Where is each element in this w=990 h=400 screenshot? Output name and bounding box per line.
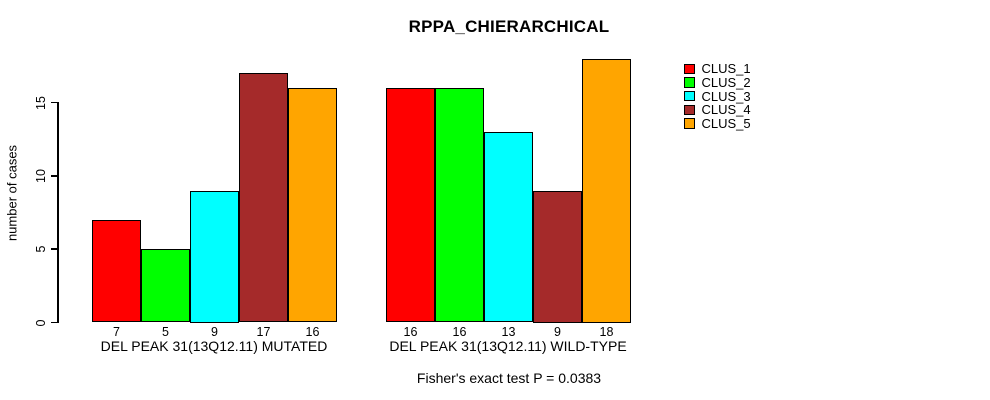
y-axis-tick xyxy=(51,321,58,324)
bar-value-label-clus_2-group2: 16 xyxy=(452,325,467,339)
bar-value-label-clus_3-group1: 9 xyxy=(211,325,218,339)
legend-item-clus_5: CLUS_5 xyxy=(684,117,751,131)
y-axis-line xyxy=(57,102,59,323)
bar-value-label-clus_1-group2: 16 xyxy=(403,325,418,339)
y-axis-tick-label: 0 xyxy=(34,319,48,326)
bar-value-label-clus_4-group1: 17 xyxy=(256,325,271,339)
legend-swatch-clus_2 xyxy=(684,77,695,88)
y-axis-tick xyxy=(51,248,58,250)
legend-item-label: CLUS_5 xyxy=(701,116,751,132)
legend-item-label: CLUS_3 xyxy=(701,88,751,104)
legend-item-clus_4: CLUS_4 xyxy=(684,103,751,117)
chart-title: RPPA_CHIERARCHICAL xyxy=(408,17,610,36)
legend-item-clus_1: CLUS_1 xyxy=(684,62,751,76)
legend-item-label: CLUS_2 xyxy=(701,75,751,91)
y-axis-tick-label: 5 xyxy=(34,245,48,253)
bar-value-label-clus_5-group2: 18 xyxy=(599,325,614,339)
y-axis-tick-label: 10 xyxy=(34,168,48,183)
legend-item-label: CLUS_1 xyxy=(701,61,751,77)
legend-item-label: CLUS_4 xyxy=(701,102,751,118)
bar-clus_3-group2 xyxy=(484,131,533,323)
bar-clus_5-group1 xyxy=(288,87,337,323)
legend-swatch-clus_4 xyxy=(684,104,695,116)
y-axis-tick xyxy=(51,101,58,104)
y-axis-tick-label: 15 xyxy=(34,95,48,110)
fisher-test-label: Fisher's exact test P = 0.0383 xyxy=(416,370,602,386)
bar-clus_4-group2 xyxy=(533,190,582,323)
bar-clus_2-group1 xyxy=(141,249,190,323)
y-axis-label: number of cases xyxy=(4,144,20,242)
legend-item-clus_3: CLUS_3 xyxy=(684,89,751,103)
legend-swatch-clus_5 xyxy=(684,118,695,129)
bar-value-label-clus_3-group2: 13 xyxy=(501,325,516,339)
legend-swatch-clus_1 xyxy=(684,63,695,75)
bar-clus_1-group1 xyxy=(92,219,141,323)
bar-clus_4-group1 xyxy=(239,73,288,323)
bar-clus_5-group2 xyxy=(582,58,631,323)
bar-value-label-clus_1-group1: 7 xyxy=(113,325,120,339)
bar-clus_2-group2 xyxy=(435,87,484,323)
legend-swatch-clus_3 xyxy=(684,90,695,102)
bar-clus_1-group2 xyxy=(386,87,435,323)
legend-item-clus_2: CLUS_2 xyxy=(684,76,751,90)
y-axis-tick xyxy=(51,175,58,177)
category-label-mutated: DEL PEAK 31(13Q12.11) MUTATED xyxy=(100,338,328,354)
bar-value-label-clus_2-group1: 5 xyxy=(162,325,169,339)
category-label-wild-type: DEL PEAK 31(13Q12.11) WILD-TYPE xyxy=(389,338,627,354)
bar-value-label-clus_5-group1: 16 xyxy=(305,325,320,339)
bar-value-label-clus_4-group2: 9 xyxy=(554,325,561,339)
bar-clus_3-group1 xyxy=(190,190,239,323)
legend: CLUS_1 CLUS_2 CLUS_3 CLUS_4 CLUS_5 xyxy=(684,62,751,130)
